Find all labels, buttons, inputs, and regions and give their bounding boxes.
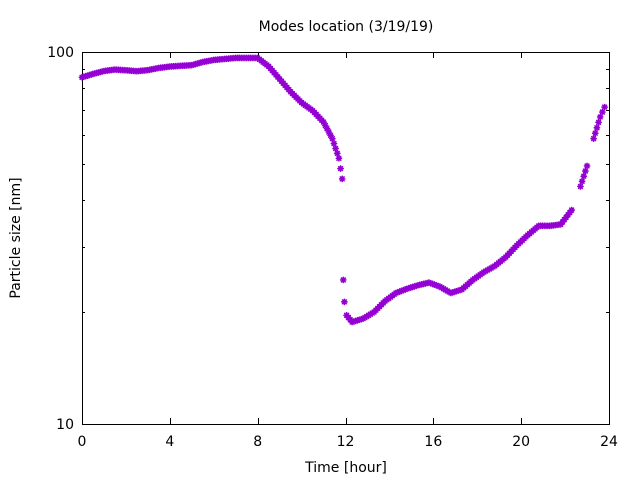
x-tick-label: 20 <box>512 434 530 450</box>
data-point <box>578 177 586 185</box>
data-point <box>337 165 344 172</box>
chart-title: Modes location (3/19/19) <box>259 19 434 35</box>
y-tick-label: 100 <box>47 45 74 61</box>
data-point <box>593 124 601 132</box>
data-point <box>335 154 343 162</box>
x-tick-label: 24 <box>600 434 618 450</box>
data-point <box>581 167 589 175</box>
x-tick-label: 8 <box>253 434 262 450</box>
data-point <box>332 145 340 152</box>
data-point <box>580 172 588 180</box>
data-point <box>577 183 584 190</box>
x-axis-label: Time [hour] <box>304 460 387 476</box>
data-point <box>338 175 346 183</box>
data-point <box>341 298 348 306</box>
data-point <box>330 140 338 147</box>
x-axis: 0 4 8 12 16 20 24 <box>78 52 618 450</box>
data-point <box>599 108 606 116</box>
data-point <box>583 162 591 170</box>
data-point <box>590 135 598 143</box>
x-tick-label: 0 <box>78 434 87 450</box>
data-point <box>568 206 576 214</box>
x-tick-label: 16 <box>424 434 442 450</box>
data-point <box>333 149 341 157</box>
data-point <box>328 135 336 143</box>
data-point <box>339 276 347 284</box>
y-axis-label: Particle size [nm] <box>8 177 24 298</box>
y-axis: 10 100 <box>47 45 609 433</box>
x-tick-label: 12 <box>337 434 355 450</box>
x-tick-label: 4 <box>165 434 174 450</box>
data-point <box>595 118 602 126</box>
data-point <box>596 113 604 121</box>
data-point <box>591 129 599 137</box>
data-point <box>601 103 609 111</box>
y-tick-label: 10 <box>56 417 74 433</box>
data-points <box>78 54 609 326</box>
plot-frame <box>82 52 610 425</box>
